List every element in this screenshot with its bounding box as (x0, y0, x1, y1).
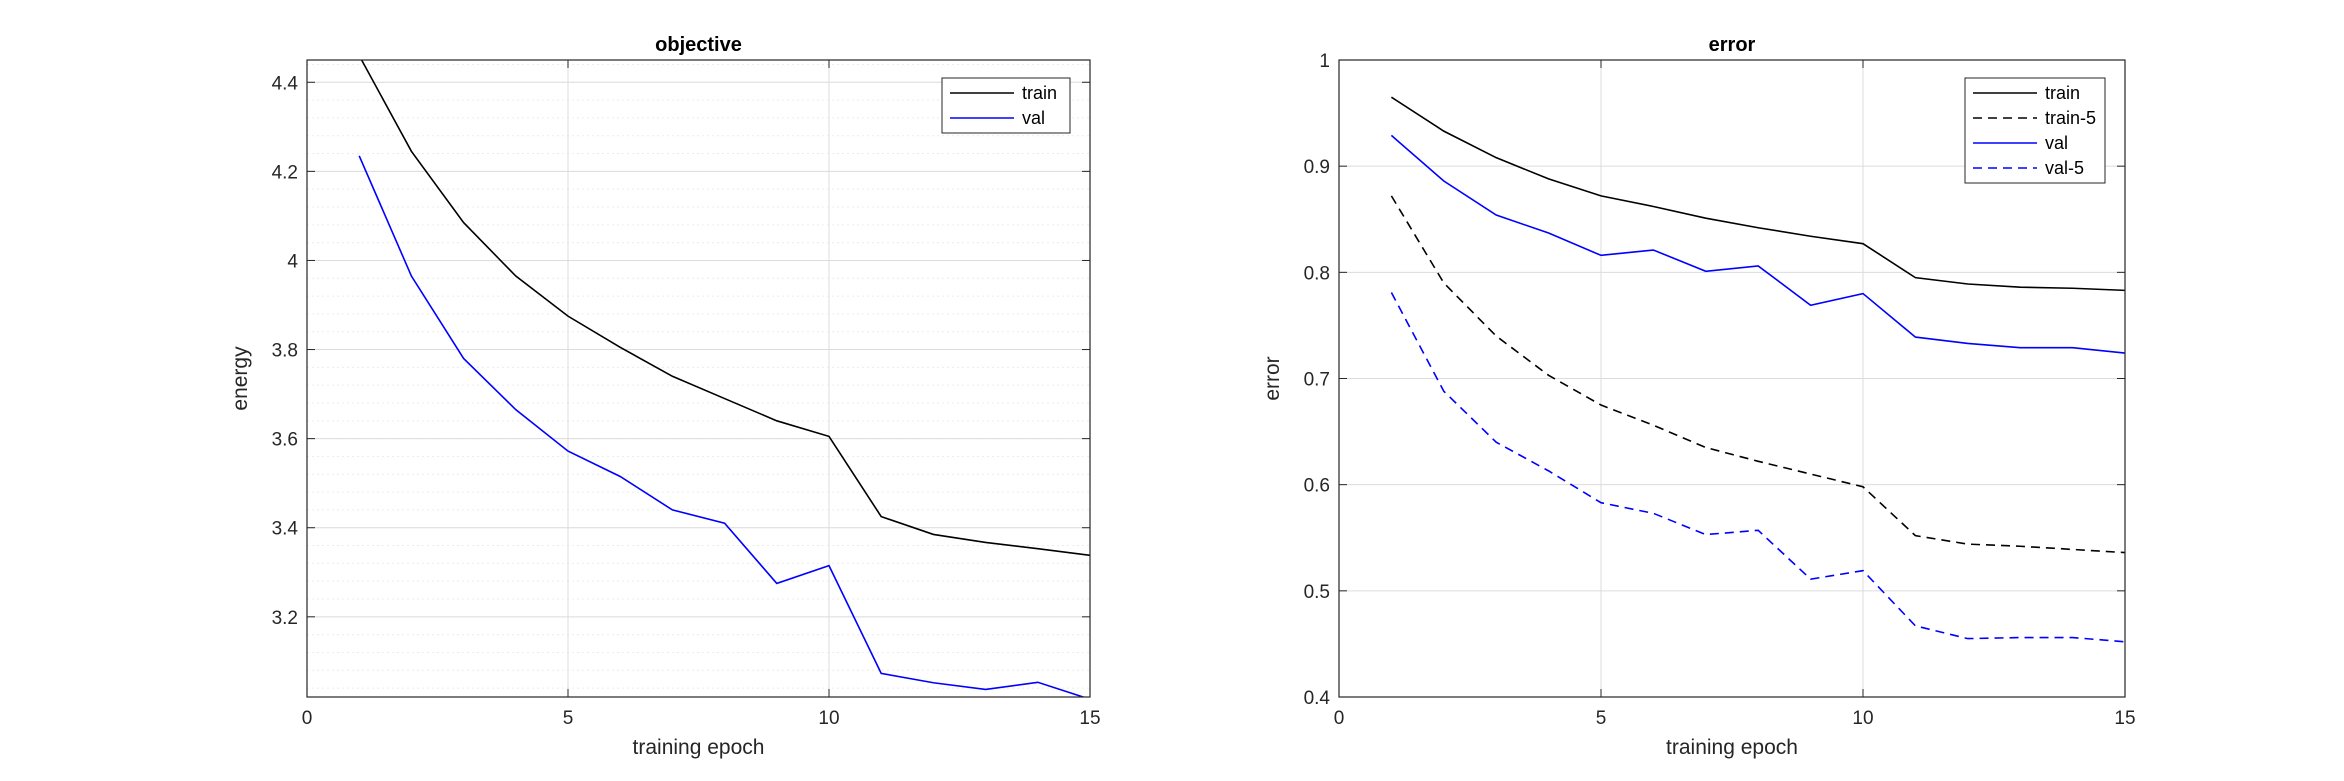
x-tick-label: 10 (1852, 708, 1873, 729)
axes-box (306, 59, 1091, 698)
legend: train val (941, 77, 1071, 134)
legend-box (941, 77, 1071, 134)
x-tick-label: 10 (818, 708, 839, 729)
y-tick-label: 4.2 (272, 162, 298, 183)
chart-title: error (1709, 34, 1756, 56)
x-tick-label: 15 (2114, 708, 2135, 729)
y-tick-label: 0.8 (1304, 263, 1330, 284)
y-tick-label: 0.6 (1304, 476, 1330, 497)
chart-0: 3.2 3.4 3.6 3.8 4 4.2 4.4 0 5 10 15 objective traini… (229, 34, 1101, 759)
series-line-val-5 (1390, 292, 2125, 643)
y-tick-label: 3.8 (272, 341, 298, 362)
series-line-train-5 (1390, 195, 2125, 554)
legend-label-train-5: train-5 (2045, 108, 2096, 128)
legend-label-val: val (1022, 108, 1045, 128)
legend-label-train: train (2045, 83, 2080, 103)
x-tick-label: 0 (1334, 708, 1345, 729)
legend-label-val: val (2045, 133, 2068, 153)
x-tick-label: 0 (302, 708, 313, 729)
legend-box (1964, 77, 2106, 184)
series-line-train (1390, 96, 2125, 292)
y-tick-label: 4 (287, 251, 298, 272)
plot-area (307, 60, 1090, 697)
y-tick-label: 3.4 (272, 519, 299, 540)
legend-label-val-5: val-5 (2045, 158, 2084, 178)
y-tick-label: 0.4 (1304, 688, 1331, 709)
y-tick-label: 1 (1319, 51, 1330, 72)
y-tick-label: 0.9 (1304, 157, 1330, 178)
y-tick-label: 3.6 (272, 430, 298, 451)
series-line-val (358, 155, 1086, 697)
x-tick-label: 5 (1596, 708, 1607, 729)
y-tick-label: 3.2 (272, 608, 298, 629)
series-line-val (1390, 134, 2125, 354)
y-axis-label: energy (229, 346, 252, 411)
legend-label-train: train (1022, 83, 1057, 103)
series-line-train (360, 60, 1090, 557)
legend: train train-5 val val-5 (1964, 77, 2106, 184)
y-axis-label: error (1261, 356, 1284, 400)
chart-title: objective (655, 34, 742, 56)
x-tick-label: 15 (1079, 708, 1100, 729)
x-axis-label: training epoch (633, 736, 765, 759)
x-tick-label: 5 (563, 708, 574, 729)
x-axis-label: training epoch (1666, 736, 1798, 759)
y-tick-label: 4.4 (272, 73, 299, 94)
y-tick-label: 0.7 (1304, 370, 1330, 391)
y-tick-label: 0.5 (1304, 582, 1330, 603)
